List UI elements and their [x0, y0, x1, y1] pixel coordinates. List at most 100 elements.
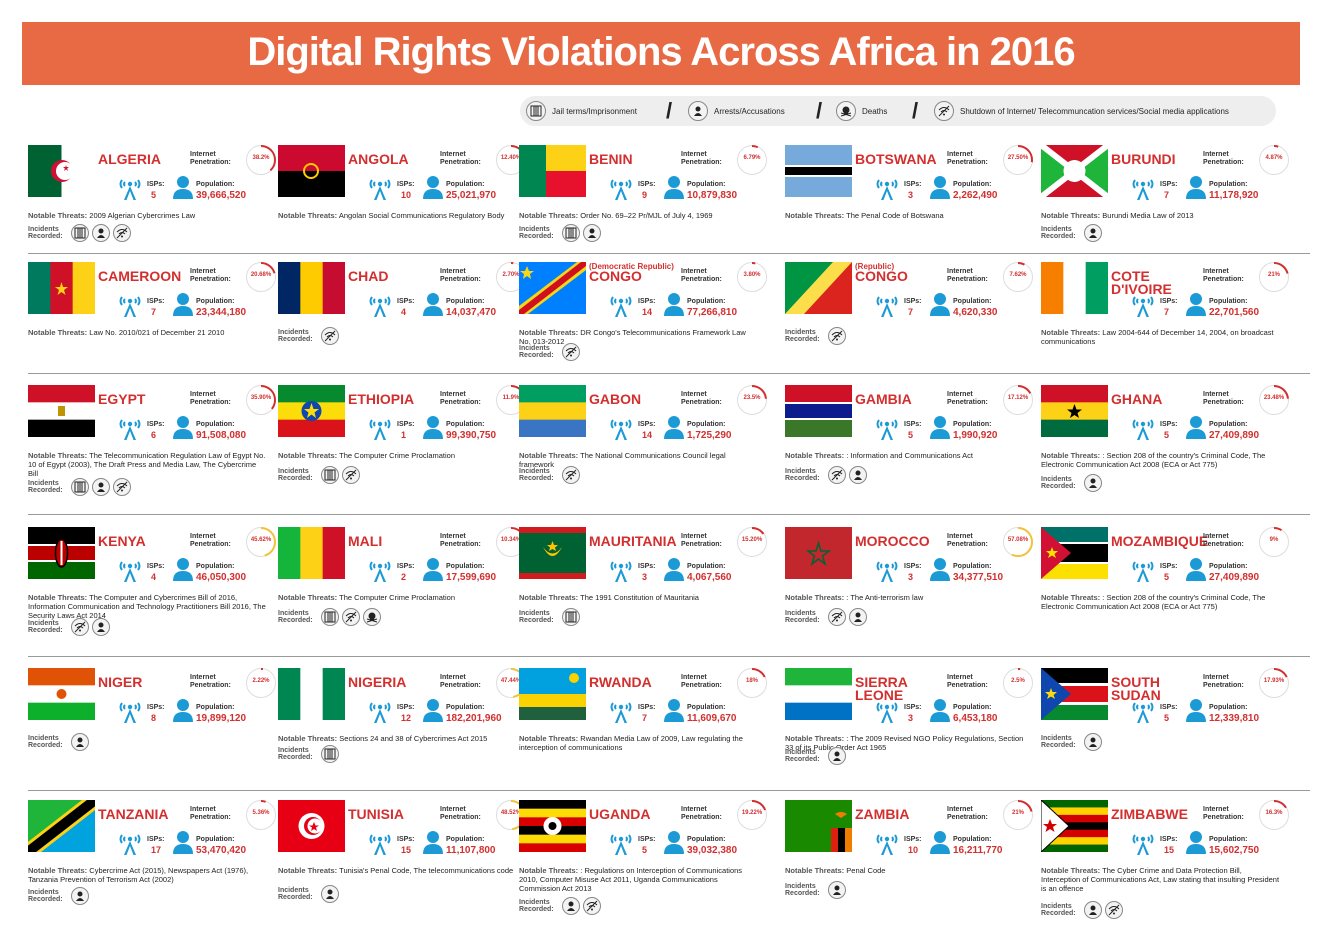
notable-threats-label: Notable Threats: — [785, 866, 845, 875]
isps-value: 10 — [401, 190, 412, 200]
notable-threats-label: Notable Threats: — [1041, 211, 1101, 220]
notable-threats: Notable Threats: : The Anti-terrorism la… — [785, 593, 1025, 602]
wifi-off-icon — [828, 327, 846, 345]
antenna-icon — [118, 829, 142, 855]
person-icon — [422, 557, 444, 581]
incidents-recorded: Incidents Recorded: — [278, 744, 508, 764]
incidents-recorded: Incidents Recorded: — [519, 342, 749, 362]
person-icon — [1185, 175, 1207, 199]
penetration-arc — [496, 262, 526, 292]
population-value: 99,390,750 — [446, 430, 497, 441]
isps-value: 5 — [1164, 713, 1170, 723]
country-card: UGANDA Internet Penetration: 19.22% ISPs: 5 P… — [519, 800, 769, 918]
arrest-icon — [828, 747, 846, 765]
incidents-recorded: Incidents Recorded: — [1041, 473, 1271, 493]
notable-threats-label: Notable Threats: — [519, 593, 579, 602]
internet-penetration-label: Internet Penetration: — [681, 533, 722, 548]
isps-label: ISPs: — [397, 421, 415, 428]
country-card: EGYPT Internet Penetration: 35.90% ISPs: 6 Po… — [28, 385, 278, 503]
antenna-icon — [875, 556, 899, 582]
notable-threats-label: Notable Threats: — [1041, 328, 1101, 337]
country-card: RWANDA Internet Penetration: 18% ISPs: 7 Popu… — [519, 668, 769, 786]
antenna-icon — [368, 174, 392, 200]
isps-label: ISPs: — [147, 421, 165, 428]
notable-threats: Notable Threats: : Information and Commu… — [785, 451, 1025, 460]
wifi-off-icon — [562, 466, 580, 484]
incidents-recorded: Incidents Recorded: — [785, 746, 1015, 766]
antenna-icon — [118, 291, 142, 317]
country-flag — [278, 527, 345, 579]
internet-penetration-value: 10.34% — [500, 537, 522, 543]
population-label: Population: — [1209, 836, 1248, 843]
population-label: Population: — [953, 298, 992, 305]
isps-label: ISPs: — [904, 836, 922, 843]
person-icon — [1185, 557, 1207, 581]
population-label: Population: — [446, 181, 485, 188]
isps-label: ISPs: — [147, 836, 165, 843]
incidents-recorded: Incidents Recorded: — [1041, 732, 1271, 752]
internet-penetration-value: 18% — [745, 678, 758, 684]
person-icon — [929, 415, 951, 439]
country-flag — [519, 145, 586, 197]
penetration-arc — [1003, 385, 1033, 415]
person-icon — [172, 830, 194, 854]
isps-label: ISPs: — [904, 298, 922, 305]
notable-threats-label: Notable Threats: — [1041, 866, 1101, 875]
incidents-label: Incidents Recorded: — [28, 620, 63, 634]
isps-value: 17 — [151, 845, 162, 855]
person-icon — [172, 557, 194, 581]
antenna-icon — [368, 697, 392, 723]
country-card: ETHIOPIA Internet Penetration: 11.9% ISPs: 1… — [278, 385, 528, 503]
notable-threats: Notable Threats: Law No. 2010/021 of Dec… — [28, 328, 268, 337]
internet-penetration-label: Internet Penetration: — [440, 806, 481, 821]
incidents-recorded: Incidents Recorded: — [519, 465, 749, 485]
person-icon — [663, 292, 685, 316]
isps-label: ISPs: — [147, 298, 165, 305]
notable-threats: Notable Threats: Angolan Social Communic… — [278, 211, 518, 220]
country-card: NIGER Internet Penetration: 2.22% ISPs: 8 Pop… — [28, 668, 278, 786]
internet-penetration-value: 3.80% — [743, 272, 761, 278]
isps-value: 7 — [1164, 190, 1170, 200]
country-name: MAURITANIA — [589, 533, 677, 549]
population-label: Population: — [1209, 421, 1248, 428]
incidents-recorded: Incidents Recorded: — [278, 607, 508, 627]
isps-value: 3 — [908, 713, 914, 723]
wifi-off-icon — [113, 224, 131, 242]
notable-threats: Notable Threats: The Penal Code of Botsw… — [785, 211, 1025, 220]
population-label: Population: — [953, 836, 992, 843]
incidents-recorded: Incidents Recorded: — [28, 477, 258, 497]
country-flag — [28, 385, 95, 437]
country-name: SOUTH SUDAN — [1111, 674, 1161, 703]
internet-penetration-label: Internet Penetration: — [1203, 391, 1244, 406]
population-label: Population: — [446, 704, 485, 711]
population-value: 23,344,180 — [196, 307, 247, 318]
country-card: CAMEROON Internet Penetration: 20.68% ISPs:… — [28, 262, 278, 380]
internet-penetration-label: Internet Penetration: — [1203, 533, 1244, 548]
arrest-icon — [92, 478, 110, 496]
population-label: Population: — [1209, 704, 1248, 711]
notable-threats-label: Notable Threats: — [785, 593, 845, 602]
arrest-icon — [1084, 224, 1102, 242]
internet-penetration-value: 21% — [1267, 272, 1280, 278]
country-flag — [785, 385, 852, 437]
notable-threats-label: Notable Threats: — [28, 866, 88, 875]
jail-icon — [321, 745, 339, 763]
notable-threats-label: Notable Threats: — [519, 451, 579, 460]
isps-value: 8 — [151, 713, 157, 723]
population-value: 53,470,420 — [196, 845, 247, 856]
country-flag — [519, 385, 586, 437]
notable-threats-label: Notable Threats: — [785, 211, 845, 220]
isps-value: 7 — [151, 307, 157, 317]
country-name: GABON — [589, 391, 642, 407]
isps-value: 3 — [908, 572, 914, 582]
isps-value: 14 — [642, 430, 653, 440]
internet-penetration-value: 11.9% — [502, 395, 520, 401]
internet-penetration-label: Internet Penetration: — [681, 806, 722, 821]
person-icon — [172, 415, 194, 439]
country-card: GAMBIA Internet Penetration: 17.12% ISPs: 5 P… — [785, 385, 1035, 503]
wifi-off-icon — [562, 343, 580, 361]
population-value: 39,666,520 — [196, 190, 247, 201]
population-value: 11,609,670 — [687, 713, 737, 724]
isps-label: ISPs: — [397, 704, 415, 711]
country-flag — [28, 527, 95, 579]
